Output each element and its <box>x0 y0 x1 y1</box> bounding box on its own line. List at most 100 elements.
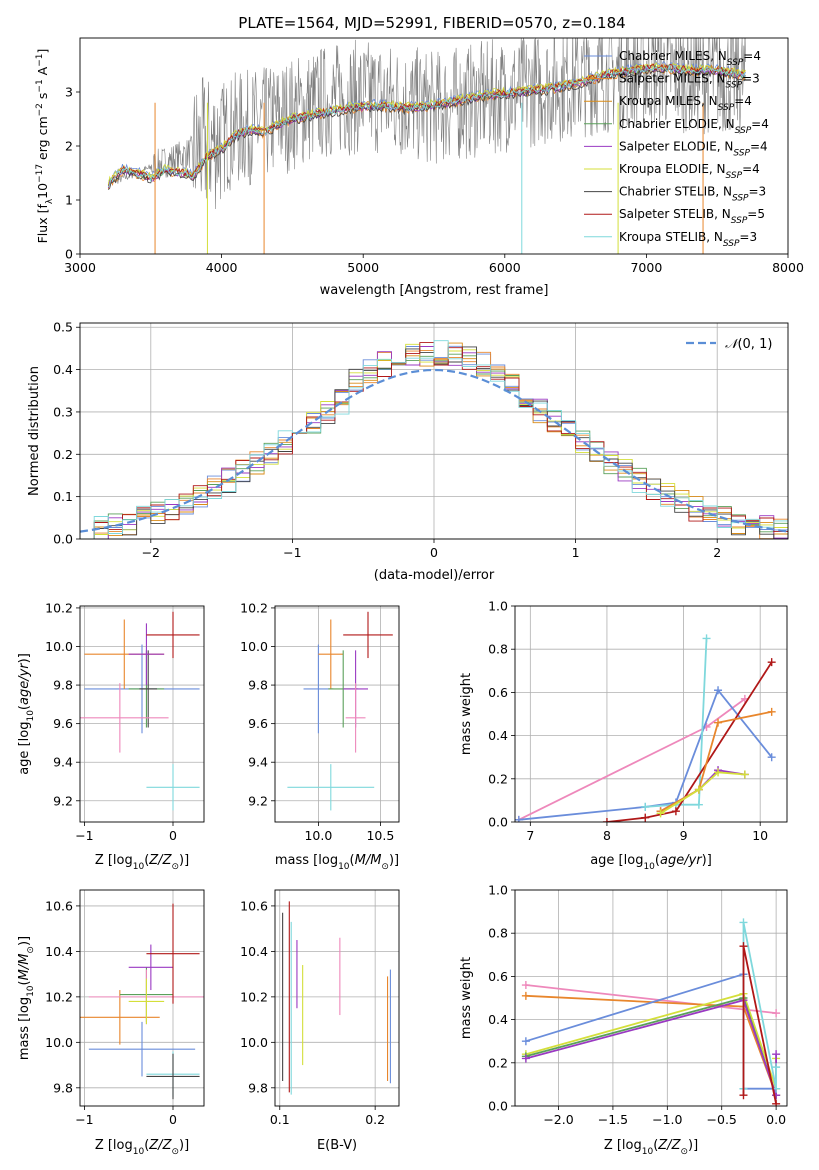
y-tick-label: 9.8 <box>248 1080 268 1095</box>
weight-marker <box>772 1009 781 1018</box>
legend-label: Salpeter MILES, NSSP=3 <box>619 72 760 91</box>
y-tick-label: 0.8 <box>488 642 508 657</box>
weight-line <box>742 946 777 1104</box>
y-tick-label: 1.0 <box>488 883 508 898</box>
legend-label: Chabrier ELODIE, NSSP=4 <box>619 117 769 136</box>
y-tick-label: 10.0 <box>45 1035 73 1050</box>
x-tick-label: 9 <box>680 828 688 843</box>
mass_vs_Z-panel: −1 0 9.8 10.0 10.2 10.4 10.6 Z [log10(Z/Z⊙)] mas… <box>17 889 205 1157</box>
y-tick-label: 0 <box>65 247 73 262</box>
weight-marker <box>521 991 530 1000</box>
y-tick-label: 0.3 <box>53 404 73 419</box>
gaussian-curve <box>80 368 788 533</box>
residuals-panel: −2 −1 0 1 2 0.0 0.1 0.2 0.3 0.4 0.5 (data-model)/er… <box>27 320 789 583</box>
weight-marker <box>714 768 723 777</box>
x-tick-label: −2.0 <box>543 1112 573 1127</box>
y-tick-label: 10.0 <box>240 639 268 654</box>
legend: Chabrier MILES, NSSP=4 Salpeter MILES, NS… <box>584 49 769 249</box>
x-tick-label: 10.5 <box>366 828 394 843</box>
y-axis-label: age [log10(age/yr)] <box>17 653 36 775</box>
y-axis-label: mass [log10(M/M⊙)] <box>17 936 36 1060</box>
x-axis-label: mass [log10(M/M⊙)] <box>275 853 399 872</box>
y-tick-label: 9.4 <box>53 755 73 770</box>
mw_vs_Z-plot-area <box>521 918 781 1106</box>
weight-line <box>525 992 777 1089</box>
y-tick-label: 9.6 <box>53 716 73 731</box>
x-tick-label: 5000 <box>347 260 379 275</box>
y-tick-label: 9.2 <box>53 793 73 808</box>
weight-marker <box>772 1063 781 1072</box>
x-tick-label: 2 <box>713 545 721 560</box>
spectrum-plot-area <box>107 38 746 254</box>
x-tick-label: −0.5 <box>707 1112 737 1127</box>
y-tick-label: 0.6 <box>488 969 508 984</box>
weight-marker <box>515 815 523 822</box>
weight-marker <box>671 807 680 816</box>
weight-marker <box>521 981 530 990</box>
weight-line <box>525 972 777 1090</box>
y-tick-label: 0.2 <box>53 447 73 462</box>
y-tick-label: 2 <box>65 139 73 154</box>
y-axis-label: mass weight <box>459 957 474 1039</box>
weight-marker <box>694 800 703 809</box>
weight-line <box>518 698 746 821</box>
mass_vs_ebv-panel: 0.1 0.2 9.8 10.0 10.2 10.4 10.6 E(B-V) <box>240 889 400 1153</box>
x-tick-label: −1 <box>283 545 301 560</box>
y-tick-label: 0.0 <box>488 1099 508 1114</box>
model-spectrum-line <box>108 67 746 190</box>
age_vs_Z-panel: −1 0 9.2 9.4 9.6 9.8 10.0 10.2 Z [log10(Z/Z⊙)] ag… <box>17 600 205 872</box>
x-axis-label: wavelength [Angstrom, rest frame] <box>320 283 549 298</box>
y-tick-label: 9.2 <box>248 793 268 808</box>
axes-frame <box>79 322 789 540</box>
observed-spectrum-line <box>108 38 746 210</box>
x-tick-label: 0.0 <box>766 1112 786 1127</box>
y-tick-label: 9.8 <box>53 678 73 693</box>
legend-label: Chabrier STELIB, NSSP=3 <box>619 185 766 204</box>
weight-marker <box>641 813 650 822</box>
model-spectrum-line <box>107 63 746 188</box>
legend: 𝒩(0, 1) <box>686 337 772 352</box>
weight-line <box>660 771 745 815</box>
y-tick-label: 0.2 <box>488 771 508 786</box>
y-tick-label: 10.2 <box>240 600 268 615</box>
weight-marker <box>702 634 711 643</box>
weight-marker <box>772 1050 781 1059</box>
x-tick-label: 0 <box>169 828 177 843</box>
y-tick-label: 10.0 <box>240 1035 268 1050</box>
legend-label: Kroupa STELIB, NSSP=3 <box>619 230 757 249</box>
x-tick-label: 7 <box>526 828 534 843</box>
x-tick-label: −1 <box>75 1112 93 1127</box>
legend-label: Kroupa ELODIE, NSSP=4 <box>619 162 760 181</box>
x-tick-label: 10 <box>752 828 768 843</box>
weight-marker <box>714 718 723 727</box>
y-axis-label: mass weight <box>459 673 474 755</box>
age_vs_mass-panel: 10.0 10.5 9.2 9.4 9.6 9.8 10.0 10.2 mass [log10(… <box>240 600 400 872</box>
y-tick-label: 10.0 <box>45 639 73 654</box>
weight-marker <box>767 658 776 667</box>
weight-line <box>525 999 777 1096</box>
weight-line <box>660 710 772 812</box>
age_vs_Z-plot-area <box>80 611 200 811</box>
x-tick-label: 4000 <box>206 260 238 275</box>
y-tick-label: 0.0 <box>53 532 73 547</box>
x-tick-label: 0 <box>169 1112 177 1127</box>
y-tick-label: 0.6 <box>488 685 508 700</box>
axes-frame <box>79 37 789 255</box>
legend-label: Salpeter ELODIE, NSSP=4 <box>619 139 768 158</box>
weight-marker <box>602 818 611 822</box>
weight-line <box>525 996 777 1096</box>
y-tick-label: 0.4 <box>488 728 508 743</box>
age_vs_mass-plot-area <box>287 611 393 811</box>
y-tick-label: 10.2 <box>45 989 73 1004</box>
x-axis-label: Z [log10(Z/Z⊙)] <box>95 853 189 872</box>
axes-frame <box>274 889 400 1107</box>
y-tick-label: 9.8 <box>53 1080 73 1095</box>
x-axis-label: Z [log10(Z/Z⊙)] <box>95 1138 189 1157</box>
mass_vs_ebv-plot-area <box>282 901 391 1095</box>
axes-frame <box>514 889 788 1107</box>
y-tick-label: 0.1 <box>53 489 73 504</box>
y-tick-label: 10.4 <box>45 944 73 959</box>
axes-frame <box>79 605 205 823</box>
y-tick-label: 0.2 <box>488 1055 508 1070</box>
x-tick-label: 0 <box>430 545 438 560</box>
